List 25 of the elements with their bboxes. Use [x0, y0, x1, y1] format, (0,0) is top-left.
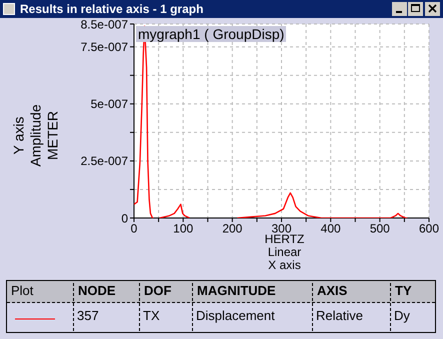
text: Relative — [316, 308, 363, 323]
x-tick-label: 400 — [320, 222, 341, 236]
y-tick-label: 5e-007 — [90, 97, 128, 112]
text: Displacement — [196, 308, 275, 323]
text: MAGNITUDE — [197, 283, 276, 298]
text: NODE — [78, 283, 116, 298]
x-tick-label: 0 — [130, 222, 138, 236]
y-tick-label: 0 — [121, 211, 128, 226]
text: DOF — [144, 283, 172, 298]
text: Dy — [394, 308, 410, 323]
x-tick-label: 100 — [173, 222, 194, 236]
text: 357 — [77, 308, 99, 323]
y-axis-title: Y axis Amplitude METER — [10, 104, 62, 166]
text: AXIS — [317, 283, 348, 298]
y-tick-label: 2.5e-007 — [80, 154, 128, 168]
chart-title: Results in relative axis - 1 graph — [0, 0, 443, 18]
y-tick-label: 8.5e-007 — [80, 17, 128, 32]
x-tick-label: 500 — [370, 222, 390, 236]
x-tick-label: 200 — [222, 222, 243, 236]
x-tick-label: 600 — [418, 222, 440, 236]
chart-subtitle: mygraph1 ( GroupDisp) — [136, 26, 286, 42]
text: Plot — [10, 283, 34, 300]
text: TX — [143, 308, 160, 323]
y-tick-label: 7.5e-007 — [80, 40, 128, 54]
text: TY — [395, 283, 412, 298]
